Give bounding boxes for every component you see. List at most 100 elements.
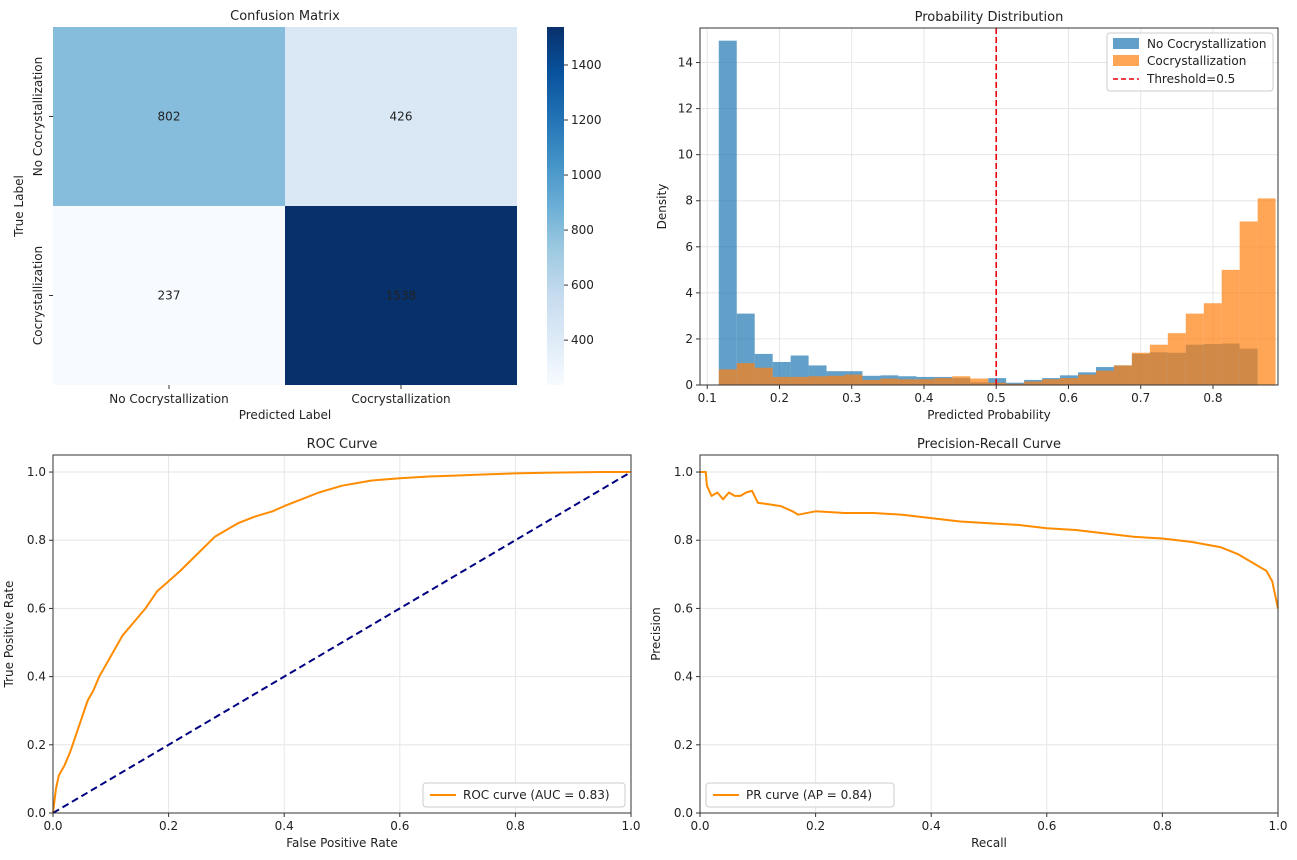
histogram-bar-cocrystallization: [808, 376, 827, 385]
x-tick-label: 0.6: [1059, 391, 1078, 405]
x-tick-label: No Cocrystallization: [109, 392, 228, 406]
chance-diagonal-line: [52, 471, 632, 814]
histogram-bar-cocrystallization: [916, 379, 935, 385]
histogram-bar-cocrystallization: [1149, 344, 1168, 385]
legend-label: Threshold=0.5: [1146, 72, 1235, 86]
heatmap-cell: [285, 27, 517, 206]
legend: No Cocrystallization Cocrystallization Thr…: [1106, 32, 1274, 92]
probability-distribution-panel: 0.1 0.2 0.3 0.4 0.5 0.6 0.7 0.8 0 2 4 6 8 10 12 14 Proba…: [655, 10, 1279, 422]
histogram-bar-cocrystallization: [1060, 378, 1079, 385]
x-axis-label: False Positive Rate: [286, 836, 398, 850]
heatmap-cell: [53, 27, 285, 206]
histogram-bar-cocrystallization: [790, 376, 809, 385]
y-tick-label: 0: [685, 378, 693, 392]
x-axis-label: Predicted Label: [239, 408, 332, 422]
chart-title: Confusion Matrix: [230, 9, 340, 24]
axes-frame: [52, 454, 632, 814]
colorbar-tick-label: 1400: [571, 58, 602, 72]
x-tick-label: 0.6: [390, 819, 409, 833]
histogram-bar-cocrystallization: [988, 382, 1007, 385]
colorbar-tick-label: 1200: [571, 113, 602, 127]
chart-title: Precision-Recall Curve: [917, 437, 1061, 452]
x-tick-label: 0.1: [698, 391, 717, 405]
histogram-bar-cocrystallization: [1095, 370, 1114, 385]
histogram-bar-cocrystallization: [772, 376, 791, 385]
y-tick-label: 0.4: [27, 670, 46, 684]
colorbar-tick-label: 1000: [571, 168, 602, 182]
y-tick-label: 0.8: [674, 533, 693, 547]
legend: ROC curve (AUC = 0.83): [422, 782, 626, 808]
histogram-bar-cocrystallization: [952, 376, 971, 385]
curve-line: [700, 471, 1279, 609]
y-tick-label: 10: [678, 148, 693, 162]
confusion-matrix-panel: 802 426 237 1538 Confusion Matrix No Cocrysta…: [12, 9, 602, 422]
legend-label: No Cocrystallization: [1147, 37, 1266, 51]
histogram-bar-cocrystallization: [1167, 333, 1186, 385]
y-tick-label: 1.0: [674, 465, 693, 479]
y-tick-label: 8: [685, 194, 693, 208]
y-axis-label: Density: [655, 184, 669, 230]
x-axis-label: Predicted Probability: [927, 408, 1051, 422]
histogram-bar-cocrystallization: [844, 374, 863, 385]
y-tick-label: 0.4: [674, 670, 693, 684]
legend-box: [705, 782, 895, 808]
y-tick-label: 0.0: [674, 806, 693, 820]
legend-box: [1106, 32, 1274, 92]
histogram-bar-cocrystallization: [1257, 198, 1276, 385]
legend-box: [422, 782, 626, 808]
histogram-bar-no-cocrystallization: [988, 378, 1007, 385]
legend-label: Cocrystallization: [1147, 54, 1246, 68]
chart-title: ROC Curve: [307, 437, 378, 452]
x-tick-label: 0.3: [842, 391, 861, 405]
chart-title: Probability Distribution: [915, 10, 1064, 25]
x-tick-label: 1.0: [621, 819, 640, 833]
legend-swatch: [1113, 55, 1139, 66]
curve-line: [52, 471, 631, 814]
x-tick-label: 0.4: [914, 391, 933, 405]
histogram-bar-cocrystallization: [934, 378, 953, 385]
y-tick-label: 0.2: [27, 738, 46, 752]
y-axis-label: Precision: [649, 607, 663, 661]
y-tick-label: 14: [678, 56, 693, 70]
y-tick-label: 0.6: [674, 601, 693, 615]
legend-label: PR curve (AP = 0.84): [746, 788, 872, 802]
x-tick-label: 0.2: [770, 391, 789, 405]
legend-label: ROC curve (AUC = 0.83): [463, 788, 610, 802]
y-tick-label: 4: [685, 286, 693, 300]
x-tick-label: 0.8: [506, 819, 525, 833]
cell-value-label: 1538: [386, 289, 417, 303]
histogram-bar-cocrystallization: [1221, 269, 1240, 385]
x-tick-label: 0.4: [275, 819, 294, 833]
x-tick-label: 1.0: [1268, 819, 1287, 833]
colorbar-tick-label: 800: [571, 223, 594, 237]
roc-curve-panel: 0.0 0.2 0.4 0.6 0.8 1.0 0.0 0.2 0.4 0.6 0.8 1.0 ROC …: [2, 437, 641, 850]
histogram-bar-cocrystallization: [862, 379, 881, 385]
x-tick-label: Cocrystallization: [351, 392, 450, 406]
x-tick-label: 0.8: [1203, 391, 1222, 405]
histogram-bar-cocrystallization: [898, 379, 917, 385]
histogram-bar-cocrystallization: [718, 369, 737, 385]
x-axis-label: Recall: [971, 836, 1007, 850]
axes-frame: [699, 454, 1279, 814]
y-axis-label: True Positive Rate: [2, 581, 16, 689]
x-tick-label: 0.6: [1037, 819, 1056, 833]
colorbar-tick-label: 600: [571, 278, 594, 292]
histogram-bar-cocrystallization: [736, 363, 755, 385]
histogram-bar-cocrystallization: [1131, 352, 1150, 385]
y-tick-label: 0.0: [27, 806, 46, 820]
histogram-bar-cocrystallization: [880, 378, 899, 385]
histogram-bar-cocrystallization: [970, 378, 989, 385]
y-tick-label: 2: [685, 332, 693, 346]
histogram-bar-cocrystallization: [1078, 374, 1096, 385]
histogram-bar-cocrystallization: [1042, 379, 1061, 385]
legend: PR curve (AP = 0.84): [705, 782, 895, 808]
y-tick-label: 0.2: [674, 738, 693, 752]
heatmap-cell: [53, 206, 285, 385]
x-tick-label: 0.8: [1153, 819, 1172, 833]
x-tick-label: 0.2: [806, 819, 825, 833]
histogram-bar-cocrystallization: [1006, 383, 1025, 385]
legend-swatch: [1113, 38, 1139, 49]
histogram-bar-cocrystallization: [1113, 365, 1132, 385]
axes-frame: [699, 27, 1279, 386]
y-axis-label: True Label: [12, 175, 26, 238]
